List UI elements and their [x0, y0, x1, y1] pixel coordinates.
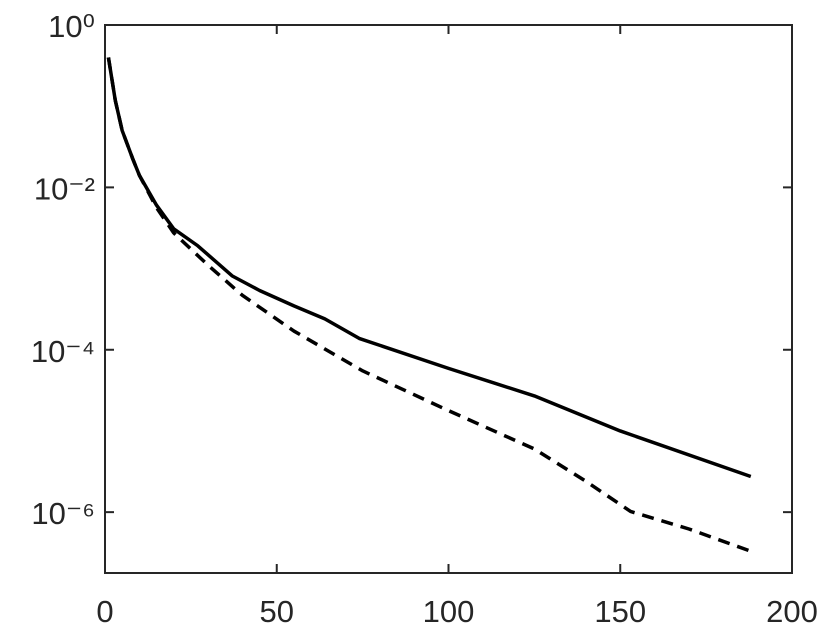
- x-tick-label: 150: [594, 594, 646, 629]
- y-tick-label: 10⁻⁶: [31, 496, 95, 531]
- x-tick-label: 100: [423, 594, 475, 629]
- x-tick-label: 50: [260, 594, 294, 629]
- x-tick-label: 0: [96, 594, 113, 629]
- line-series: [106, 57, 752, 553]
- y-tick-label: 10⁻⁴: [31, 334, 95, 369]
- y-tick-label: 10⁻²: [34, 171, 95, 206]
- y-tick-label: 10⁰: [48, 9, 95, 44]
- line-series: [106, 57, 752, 479]
- plot-frame: [104, 24, 793, 574]
- x-tick-label: 200: [766, 594, 818, 629]
